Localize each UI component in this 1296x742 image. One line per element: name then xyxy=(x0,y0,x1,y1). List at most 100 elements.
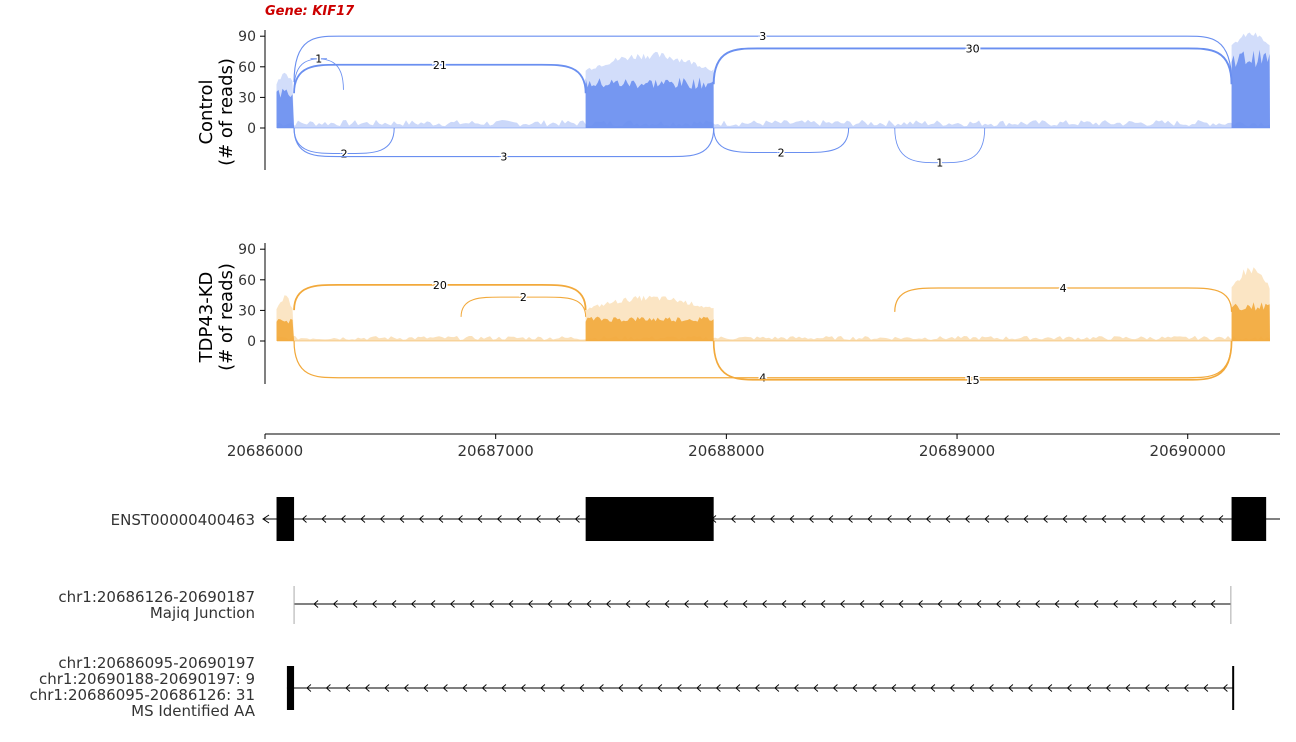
strand-arrow xyxy=(769,515,775,523)
strand-arrow xyxy=(1179,515,1185,523)
coverage-exon-2 xyxy=(1231,302,1270,341)
strand-arrow xyxy=(886,515,892,523)
strand-arrow xyxy=(703,600,709,608)
strand-arrow xyxy=(937,600,943,608)
strand-arrow xyxy=(891,684,897,692)
track-label-line: chr1:20686126-20690187 xyxy=(58,588,255,606)
junction-arc-2 xyxy=(293,35,1233,83)
strand-arrow xyxy=(371,600,377,608)
strand-arrow xyxy=(1027,684,1033,692)
strand-arrow xyxy=(574,515,580,523)
junction-count-label: 3 xyxy=(759,30,766,43)
strand-arrow xyxy=(508,600,514,608)
strand-arrow xyxy=(1190,600,1196,608)
strand-arrow xyxy=(742,600,748,608)
strand-arrow xyxy=(1125,684,1131,692)
strand-arrow xyxy=(1198,515,1204,523)
gene-title: Gene: KIF17 xyxy=(265,4,355,19)
strand-arrow xyxy=(418,515,424,523)
strand-arrow xyxy=(340,515,346,523)
junction-count-label: 4 xyxy=(1060,282,1067,295)
track-label-transcript: ENST00000400463 xyxy=(111,512,255,528)
strand-arrow xyxy=(1093,600,1099,608)
strand-arrow xyxy=(1101,515,1107,523)
exon-block-1 xyxy=(585,497,714,541)
x-tick-label: 20690000 xyxy=(1150,442,1226,460)
strand-arrow xyxy=(321,515,327,523)
strand-arrow xyxy=(1054,600,1060,608)
strand-arrow xyxy=(789,515,795,523)
strand-arrow xyxy=(867,515,873,523)
junction-count-label: 4 xyxy=(759,372,766,385)
strand-arrow xyxy=(325,684,331,692)
y-tick-label: 30 xyxy=(238,90,256,106)
strand-arrow xyxy=(657,684,663,692)
x-tick-label: 20689000 xyxy=(919,442,995,460)
track-label-line: Majiq Junction xyxy=(149,604,255,622)
strand-arrow xyxy=(1086,684,1092,692)
strand-arrow xyxy=(301,515,307,523)
coverage-exon-0 xyxy=(276,88,295,128)
strand-arrow xyxy=(481,684,487,692)
strand-arrow xyxy=(813,684,819,692)
strand-arrow xyxy=(1183,684,1189,692)
strand-arrow xyxy=(1144,684,1150,692)
strand-arrow xyxy=(664,600,670,608)
strand-arrow xyxy=(859,600,865,608)
y-tick-label: 0 xyxy=(247,334,256,350)
strand-arrow xyxy=(430,600,436,608)
strand-arrow xyxy=(1203,684,1209,692)
strand-arrow xyxy=(516,515,522,523)
track-label-ms: chr1:20686095-20690197 chr1:20690188-206… xyxy=(29,655,255,719)
strand-arrow xyxy=(605,600,611,608)
strand-arrow xyxy=(637,684,643,692)
strand-arrow xyxy=(761,600,767,608)
y-tick-label: 60 xyxy=(238,60,256,76)
strand-arrow xyxy=(793,684,799,692)
strand-arrow xyxy=(956,600,962,608)
junction-arc-4 xyxy=(293,127,395,155)
strand-arrow xyxy=(352,600,358,608)
strand-arrow xyxy=(1120,515,1126,523)
strand-arrow xyxy=(1042,515,1048,523)
strand-arrow xyxy=(949,684,955,692)
y-tick-label: 60 xyxy=(238,273,256,289)
strand-arrow xyxy=(976,600,982,608)
strand-arrow xyxy=(1008,684,1014,692)
strand-arrow xyxy=(332,600,338,608)
strand-arrow xyxy=(566,600,572,608)
strand-arrow xyxy=(910,684,916,692)
track-label-line: chr1:20686095-20690197 xyxy=(58,654,255,672)
strand-arrow xyxy=(423,684,429,692)
strand-arrow xyxy=(579,684,585,692)
coverage-exon-1 xyxy=(585,316,714,341)
strand-arrow xyxy=(988,684,994,692)
junction-count-label: 20 xyxy=(433,279,447,292)
strand-arrow xyxy=(1081,515,1087,523)
junction-arc-1 xyxy=(712,47,1233,85)
junction-arc-1 xyxy=(460,296,587,317)
y-tick-label: 90 xyxy=(238,29,256,45)
strand-arrow xyxy=(469,600,475,608)
strand-arrow-end xyxy=(262,514,270,524)
peptide-end-bar xyxy=(1232,666,1235,710)
strand-arrow xyxy=(683,600,689,608)
strand-arrow xyxy=(1159,515,1165,523)
junction-count-label: 30 xyxy=(966,42,980,55)
strand-arrow xyxy=(735,684,741,692)
strand-arrow xyxy=(1218,515,1224,523)
annotation-track-1 xyxy=(293,586,1232,624)
track-label-majiq: chr1:20686126-20690187 Majiq Junction xyxy=(58,589,255,621)
junction-arc-3 xyxy=(293,58,344,90)
strand-arrow xyxy=(917,600,923,608)
strand-arrow xyxy=(781,600,787,608)
strand-arrow xyxy=(559,684,565,692)
track-label-line: chr1:20686095-20686126: 31 xyxy=(29,686,255,704)
annotation-track-0 xyxy=(262,497,1280,541)
y-axis-label: Control xyxy=(196,79,217,144)
junction-count-label: 2 xyxy=(778,146,785,159)
strand-arrow xyxy=(488,600,494,608)
junction-count-label: 15 xyxy=(966,374,980,387)
strand-arrow xyxy=(898,600,904,608)
strand-arrow xyxy=(462,684,468,692)
